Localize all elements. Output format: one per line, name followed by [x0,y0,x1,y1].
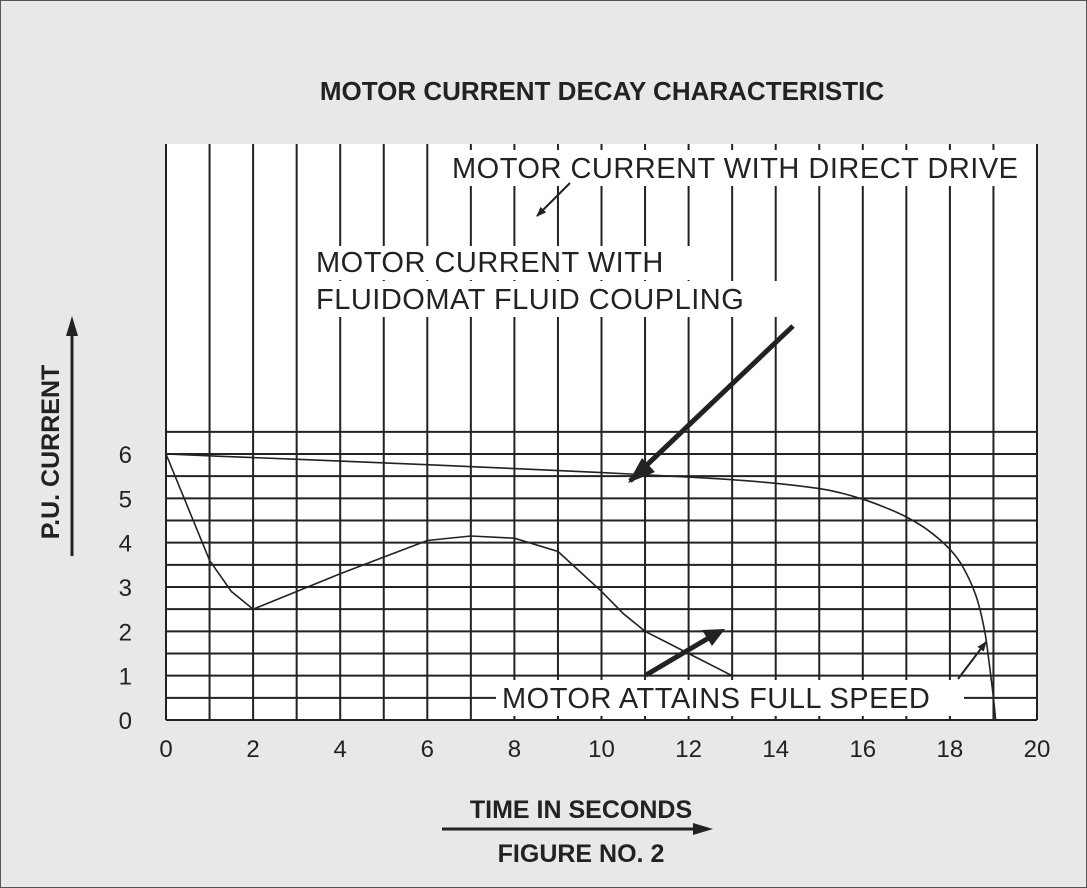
annotation-fluid-bg2 [300,281,805,317]
series-lines [165,453,997,721]
annotation-full-speed: MOTOR ATTAINS FULL SPEED [502,683,930,715]
arrow-full-speed-right [957,641,987,680]
x-axis-arrow-head [693,823,713,835]
annotation-full-speed-bg [496,680,964,716]
y-tick-label: 1 [119,664,132,691]
series-line-direct [165,453,997,721]
series-line-fluidomat [165,453,733,677]
annotation-fluid-line1: MOTOR CURRENT WITH [316,247,664,279]
x-tick-labels: 0 2 4 6 8 10 12 14 16 18 20 [159,736,1050,763]
x-tick-label: 8 [508,736,521,763]
arrow-direct-drive [536,182,571,217]
x-tick-label: 14 [762,736,789,763]
grid-lines [165,144,1038,721]
arrow-fluid-coupling-head [628,458,655,483]
y-axis-label: P.U. CURRENT [37,365,65,540]
y-tick-label: 0 [119,708,132,735]
x-tick-label: 0 [159,736,172,763]
y-tick-label: 4 [119,531,132,558]
x-tick-label: 2 [246,736,259,763]
y-tick-label: 5 [119,486,132,513]
x-tick-label: 4 [334,736,347,763]
x-tick-label: 6 [421,736,434,763]
x-tick-label: 12 [675,736,702,763]
annotation-fluid-bg1 [300,246,718,280]
y-tick-labels: 0 1 2 3 4 5 6 [119,442,132,735]
annotation-direct-drive: MOTOR CURRENT WITH DIRECT DRIVE [452,153,1019,185]
y-tick-label: 6 [119,442,132,469]
x-tick-label: 16 [849,736,876,763]
y-tick-label: 3 [119,575,132,602]
x-tick-label: 10 [588,736,615,763]
arrow-full-speed-left-head [702,629,725,646]
arrow-full-speed-left [644,633,714,678]
annotation-fluid-line2: FLUIDOMAT FLUID COUPLING [316,284,744,316]
chart-title: MOTOR CURRENT DECAY CHARACTERISTIC [320,76,885,106]
figure-caption: FIGURE NO. 2 [498,840,665,868]
arrow-fluid-coupling [628,324,795,483]
x-tick-label: 20 [1024,736,1051,763]
annotation-direct-bg [448,150,1026,186]
x-tick-label: 18 [937,736,964,763]
y-axis-arrow-head [66,316,78,336]
x-axis-label: TIME IN SECONDS [470,796,692,824]
y-tick-label: 2 [119,619,132,646]
